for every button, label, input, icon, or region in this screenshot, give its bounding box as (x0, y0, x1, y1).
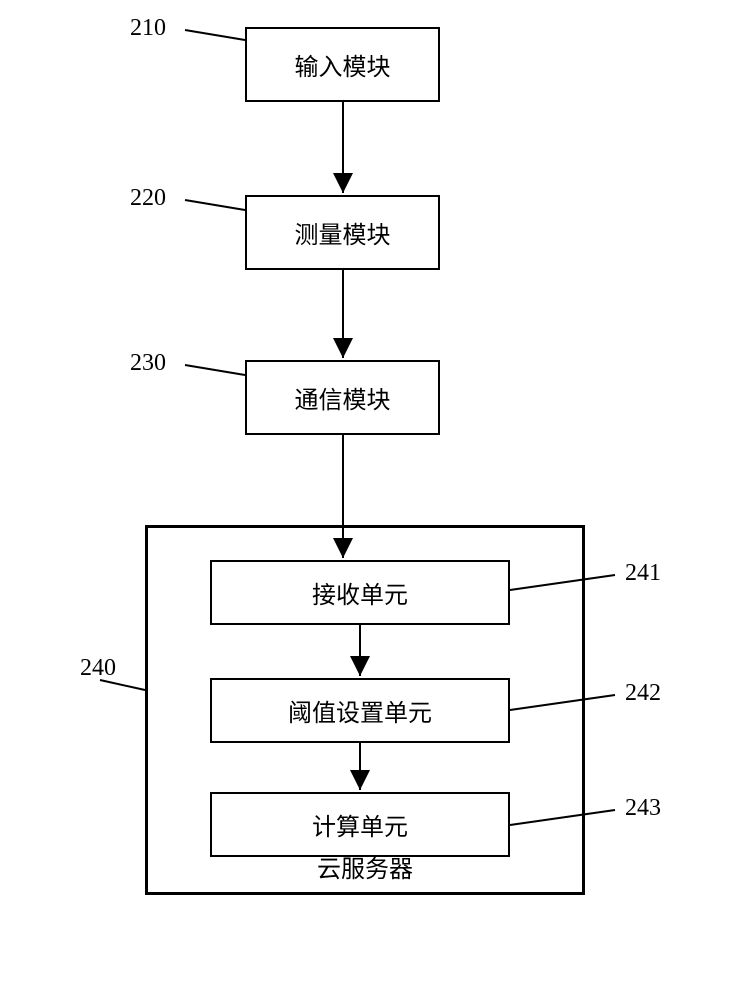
node-label: 接收单元 (312, 575, 408, 610)
ref-220: 220 (130, 185, 166, 212)
node-label: 通信模块 (295, 380, 391, 415)
ref-241: 241 (625, 560, 661, 587)
node-label: 阈值设置单元 (288, 693, 432, 728)
ref-210: 210 (130, 15, 166, 42)
ref-230: 230 (130, 350, 166, 377)
node-compute-unit: 计算单元 (210, 792, 510, 857)
node-label: 测量模块 (295, 215, 391, 250)
node-threshold-unit: 阈值设置单元 (210, 678, 510, 743)
node-label: 计算单元 (312, 807, 408, 842)
ref-240: 240 (80, 655, 116, 682)
ref-242: 242 (625, 680, 661, 707)
node-comm-module: 通信模块 (245, 360, 440, 435)
node-label: 输入模块 (295, 47, 391, 82)
node-measure-module: 测量模块 (245, 195, 440, 270)
node-input-module: 输入模块 (245, 27, 440, 102)
ref-243: 243 (625, 795, 661, 822)
node-receive-unit: 接收单元 (210, 560, 510, 625)
